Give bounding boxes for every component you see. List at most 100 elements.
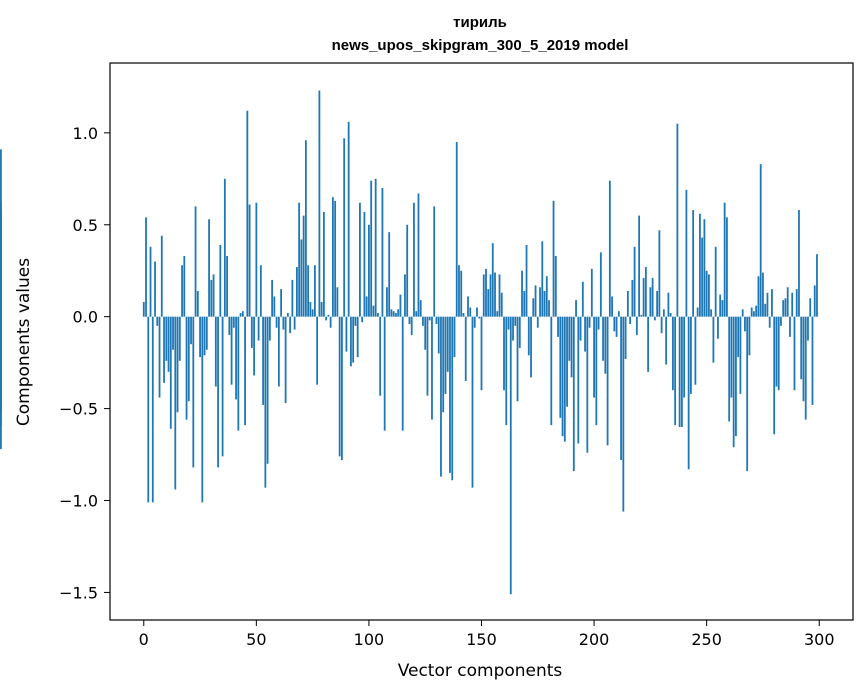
y-tick-label: 0.5 bbox=[73, 216, 98, 235]
bar-112 bbox=[395, 313, 397, 317]
bar-290 bbox=[795, 289, 798, 317]
bar-259 bbox=[726, 217, 728, 317]
bar-244 bbox=[692, 210, 695, 317]
bar-126 bbox=[426, 316, 429, 396]
bar-42 bbox=[237, 316, 240, 431]
bar-145 bbox=[469, 307, 472, 317]
bar-89 bbox=[343, 138, 346, 317]
bar-121 bbox=[415, 311, 418, 317]
x-tick-label: 250 bbox=[691, 630, 722, 649]
bar-182 bbox=[552, 200, 555, 317]
x-tick-label: 300 bbox=[804, 630, 835, 649]
bar-151 bbox=[482, 274, 485, 317]
bar-47 bbox=[248, 204, 251, 317]
bar-261 bbox=[730, 316, 733, 398]
bar-136 bbox=[449, 316, 451, 473]
y-tick-label: 1.0 bbox=[73, 124, 98, 143]
bar-207 bbox=[608, 180, 611, 317]
bar-205 bbox=[604, 316, 607, 374]
bar-240 bbox=[683, 316, 686, 398]
bar-224 bbox=[647, 316, 650, 372]
bar-75 bbox=[311, 309, 314, 317]
bar-41 bbox=[235, 316, 237, 400]
bar-287 bbox=[789, 316, 791, 337]
bar-117 bbox=[406, 224, 409, 317]
bar-98 bbox=[363, 211, 366, 317]
bar-131 bbox=[437, 316, 440, 354]
bar-236 bbox=[674, 316, 677, 426]
bar-0 bbox=[142, 301, 145, 317]
bar-64 bbox=[286, 313, 289, 317]
bar-58 bbox=[273, 296, 276, 317]
bar-274 bbox=[759, 164, 762, 317]
bar-167 bbox=[518, 316, 521, 348]
bar-156 bbox=[494, 272, 496, 317]
bar-187 bbox=[563, 316, 566, 442]
bar-285 bbox=[784, 298, 787, 317]
bar-95 bbox=[356, 316, 359, 358]
bar-40 bbox=[232, 316, 235, 328]
bar-233 bbox=[667, 292, 670, 317]
bar-272 bbox=[755, 305, 758, 317]
bar-154 bbox=[489, 274, 492, 317]
bar-258 bbox=[723, 202, 726, 317]
bar-45 bbox=[244, 316, 246, 426]
bar-36 bbox=[223, 178, 226, 317]
bar-227 bbox=[653, 316, 656, 321]
bar-218 bbox=[633, 246, 636, 317]
bar-116 bbox=[404, 274, 406, 317]
chart-subtitle: news_upos_skipgram_300_5_2019 model bbox=[332, 37, 629, 54]
bar-43 bbox=[239, 313, 242, 317]
bar-296 bbox=[809, 298, 812, 317]
bar-103 bbox=[374, 178, 377, 317]
bar-209 bbox=[613, 316, 616, 332]
bar-160 bbox=[503, 316, 505, 391]
bar-113 bbox=[397, 309, 400, 317]
bar-122 bbox=[417, 193, 420, 317]
bar-118 bbox=[408, 316, 411, 325]
bar-63 bbox=[284, 316, 287, 404]
bar-24 bbox=[196, 290, 199, 317]
bar-120 bbox=[413, 202, 415, 317]
bar-253 bbox=[712, 316, 715, 363]
bar-223 bbox=[644, 267, 647, 317]
bar-73 bbox=[307, 265, 310, 317]
bar-190 bbox=[570, 316, 573, 378]
bar-85 bbox=[334, 200, 337, 317]
x-tick-label: 100 bbox=[354, 630, 385, 649]
bar-147 bbox=[473, 316, 476, 328]
bar-62 bbox=[282, 316, 285, 330]
x-tick-label: 0 bbox=[139, 630, 149, 649]
bar-29 bbox=[208, 219, 210, 317]
bar-77 bbox=[316, 316, 319, 385]
bar-44 bbox=[241, 311, 244, 317]
bar-250 bbox=[705, 270, 708, 317]
bar-37 bbox=[226, 256, 228, 317]
bar-93 bbox=[352, 316, 355, 363]
bar-225 bbox=[649, 287, 652, 317]
bar-2 bbox=[147, 316, 150, 503]
bar-4 bbox=[151, 316, 154, 503]
bar-39 bbox=[230, 316, 233, 385]
bar-262 bbox=[732, 316, 735, 448]
bar-56 bbox=[268, 316, 271, 341]
bar-192 bbox=[575, 300, 577, 317]
bar-111 bbox=[392, 311, 395, 317]
bar-140 bbox=[458, 265, 460, 317]
bar-157 bbox=[496, 311, 499, 317]
bar-59 bbox=[275, 316, 278, 328]
bar-288 bbox=[791, 292, 794, 317]
bar-10 bbox=[165, 316, 168, 361]
bar-181 bbox=[550, 316, 553, 426]
bar-291 bbox=[798, 210, 800, 317]
bar-242 bbox=[687, 316, 690, 470]
plot-frame bbox=[109, 62, 854, 621]
bar-96 bbox=[359, 202, 361, 317]
bar-146 bbox=[471, 316, 474, 488]
x-tick-label: 150 bbox=[466, 630, 497, 649]
bar-132 bbox=[440, 316, 442, 477]
bar-13 bbox=[172, 316, 174, 350]
bar-5 bbox=[154, 261, 156, 317]
bar-299 bbox=[816, 254, 818, 317]
bar-235 bbox=[671, 316, 674, 391]
